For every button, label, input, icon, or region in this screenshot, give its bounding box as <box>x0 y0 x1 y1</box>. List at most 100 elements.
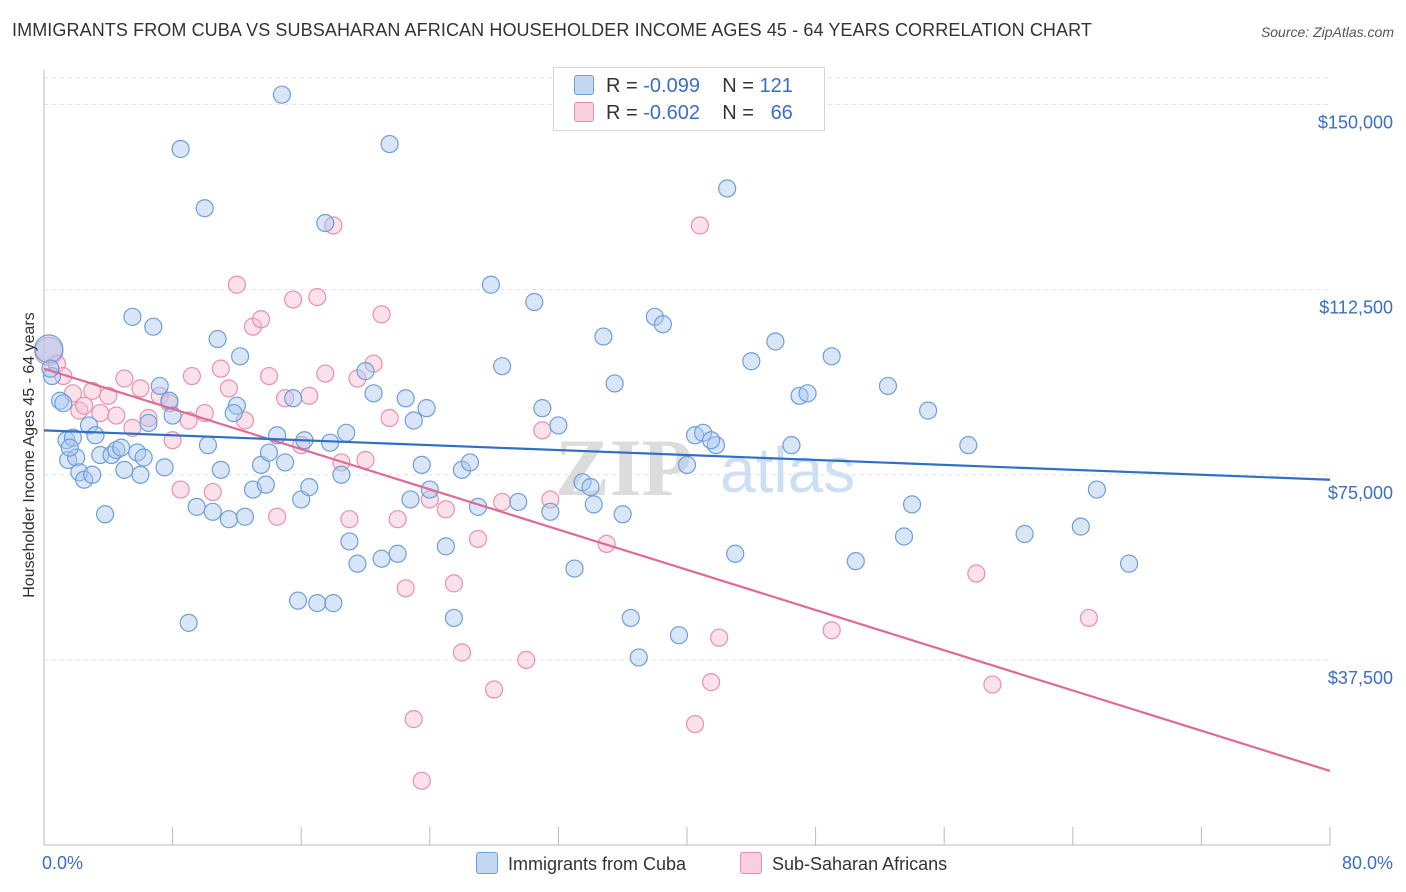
cuba-point <box>112 438 131 457</box>
watermark-zip: ZIP <box>555 422 692 513</box>
cuba-point <box>340 532 359 551</box>
cuba-point <box>155 458 174 477</box>
ssa-point <box>444 574 464 593</box>
watermark-atlas: atlas <box>720 434 855 506</box>
cuba-point <box>605 374 624 393</box>
cuba-point <box>231 347 250 366</box>
legend-swatch-cuba <box>574 75 594 95</box>
cuba-point <box>460 453 480 472</box>
cuba-point <box>669 626 689 645</box>
cuba-point <box>401 490 420 509</box>
cuba-point <box>83 465 102 484</box>
cuba-point <box>436 537 455 556</box>
cuba-point <box>235 507 255 526</box>
ssa-point <box>685 714 705 734</box>
grid-lines <box>44 77 1330 661</box>
cuba-point <box>284 389 303 408</box>
legend-r-value-cuba: -0.099 <box>643 75 700 97</box>
tick-labels: $37,500 $75,000 $112,500 $150,000 0.0% 80.0% <box>42 113 1393 873</box>
cuba-point <box>702 431 721 450</box>
ssa-point <box>131 379 150 398</box>
cuba-point <box>107 440 126 460</box>
cuba-point <box>509 492 528 512</box>
ssa-point <box>436 500 455 519</box>
cuba-point <box>348 554 367 573</box>
cuba-point <box>321 433 340 452</box>
ssa-point <box>211 359 230 378</box>
bottom-legend-ssa: Sub-Saharan Africans <box>740 852 947 875</box>
ssa-point <box>702 673 721 692</box>
ssa-point <box>983 675 1002 694</box>
cuba-point <box>211 460 230 479</box>
cuba-point <box>594 327 613 346</box>
cuba-point <box>259 443 279 462</box>
cuba-point <box>677 455 697 475</box>
y-axis-label: Householder Income Ages 45 - 64 years <box>21 312 38 598</box>
cuba-points <box>34 85 1139 667</box>
legend-n-label-ssa: N = <box>722 102 754 124</box>
ssa-point <box>267 507 287 526</box>
cuba-point <box>613 505 632 524</box>
cuba-point <box>878 376 898 396</box>
cuba-point <box>198 436 218 455</box>
cuba-point <box>1087 480 1107 499</box>
cuba-point <box>629 648 648 667</box>
cuba-point <box>822 347 841 366</box>
legend-r-value-ssa: -0.602 <box>643 102 700 124</box>
ssa-point <box>468 529 488 549</box>
cuba-point <box>481 275 500 294</box>
cuba-point <box>493 357 512 376</box>
cuba-point <box>959 436 978 455</box>
ssa-point <box>107 406 126 425</box>
ssa-point <box>259 366 279 386</box>
cuba-point <box>525 292 544 312</box>
cuba-point <box>1015 524 1034 544</box>
ssa-point <box>171 480 190 499</box>
cuba-point <box>60 438 79 457</box>
legend-swatch-ssa <box>574 102 594 122</box>
axes <box>43 70 1331 846</box>
legend-row-cuba: R = -0.099 N = 121 <box>574 75 793 99</box>
legend-n-value-ssa: 66 <box>770 102 793 124</box>
cuba-point <box>782 436 801 455</box>
ssa-point <box>308 287 327 307</box>
cuba-point <box>541 502 560 521</box>
cuba-point <box>272 85 292 104</box>
cuba-point <box>131 465 150 484</box>
cuba-point <box>364 384 383 403</box>
ssa-point <box>533 421 552 440</box>
cuba-point <box>171 139 190 159</box>
cuba-point <box>533 399 552 418</box>
cuba-point <box>396 389 415 408</box>
cuba-point <box>95 505 115 524</box>
cuba-point <box>337 423 356 442</box>
cuba-point <box>50 391 70 410</box>
cuba-point <box>718 179 737 198</box>
cuba-point <box>324 594 343 613</box>
cuba-point <box>581 478 600 497</box>
cuba-point <box>1071 517 1090 536</box>
ssa-point <box>822 621 841 640</box>
ssa-point <box>420 490 439 509</box>
ssa-point <box>388 510 407 529</box>
cuba-point <box>224 403 243 423</box>
ssa-point <box>372 305 391 324</box>
cuba-point <box>160 391 179 410</box>
legend-r-label-ssa: R = <box>606 102 638 124</box>
ssa-point <box>227 275 246 294</box>
ssa-point <box>517 650 536 669</box>
cuba-point <box>417 399 436 418</box>
y-tick-label: $150,000 <box>1318 113 1393 133</box>
cuba-point <box>388 544 407 563</box>
ssa-point <box>412 771 431 790</box>
cuba-point <box>179 613 198 632</box>
y-tick-label: $112,500 <box>1319 298 1393 318</box>
ssa-point <box>219 379 238 398</box>
cuba-point <box>139 413 158 433</box>
cuba-point <box>288 591 308 610</box>
ssa-point <box>541 490 560 509</box>
cuba-point <box>86 426 105 445</box>
ssa-point <box>316 364 335 383</box>
ssa-point <box>251 310 271 329</box>
cuba-point <box>219 510 238 529</box>
